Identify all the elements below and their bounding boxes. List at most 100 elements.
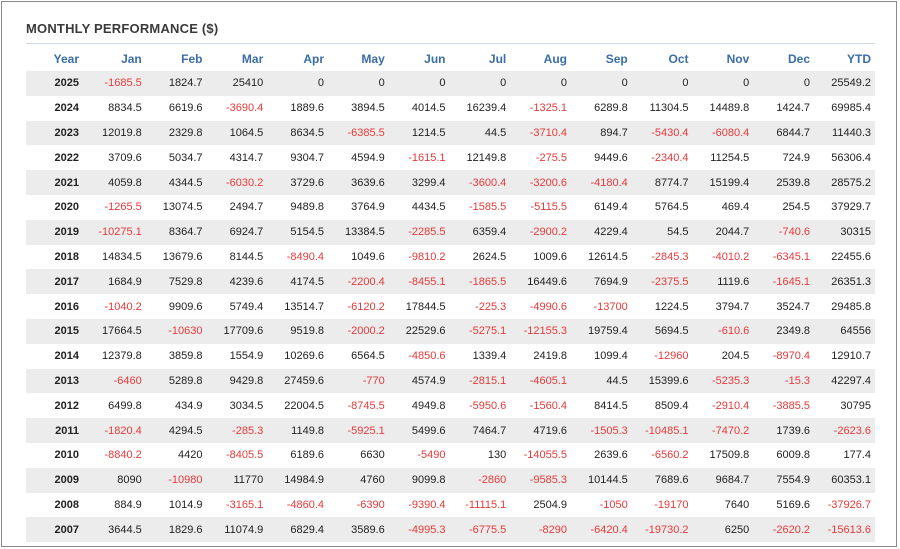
ytd-cell: -2623.6 — [814, 418, 875, 443]
ytd-cell: 11440.3 — [814, 120, 875, 146]
month-value-cell: 6564.5 — [328, 343, 389, 369]
month-value-cell: -9585.3 — [510, 467, 571, 493]
month-value-cell: 22529.6 — [388, 318, 450, 344]
month-value-cell: 130 — [449, 442, 511, 468]
table-row: 2024 8834.5 6619.6 -3690.4 1889.6 3894.5 4014.… — [26, 95, 875, 121]
month-value-cell: 4314.7 — [206, 145, 268, 171]
month-value-cell: 1099.4 — [571, 343, 632, 369]
month-value-cell: 3709.6 — [85, 145, 146, 171]
month-value-cell: -12155.3 — [510, 318, 571, 344]
month-value-cell: -1265.5 — [85, 194, 146, 220]
month-value-cell: 13514.7 — [267, 294, 328, 319]
month-value-cell: 3859.8 — [145, 343, 207, 369]
month-value-cell: 2044.7 — [692, 219, 754, 245]
month-value-cell: -8745.5 — [328, 393, 389, 419]
month-value-cell: -10980 — [145, 467, 207, 493]
month-value-cell: -5275.1 — [449, 318, 511, 344]
month-value-cell: 1049.6 — [328, 244, 389, 270]
column-header-ytd: YTD — [847, 52, 871, 66]
month-value-cell: -9390.4 — [388, 492, 450, 518]
month-value-cell: 8509.4 — [631, 393, 693, 419]
column-header-jan: Jan — [121, 52, 142, 66]
month-value-cell: 0 — [510, 71, 571, 96]
month-value-cell: 6499.8 — [85, 393, 146, 419]
month-value-cell: -2900.2 — [510, 219, 571, 245]
month-value-cell: 1214.5 — [388, 120, 450, 146]
ytd-cell: 42297.4 — [814, 368, 875, 394]
month-value-cell: 19759.4 — [571, 318, 632, 344]
month-value-cell: 3299.4 — [388, 170, 450, 195]
month-value-cell: -8455.1 — [388, 269, 450, 295]
month-value-cell: 9304.7 — [267, 145, 328, 171]
month-value-cell: -1560.4 — [510, 393, 571, 419]
month-value-cell: -6775.5 — [449, 517, 511, 543]
month-value-cell: 7694.9 — [571, 269, 632, 295]
month-value-cell: 5764.5 — [631, 194, 693, 220]
month-value-cell: 2639.6 — [571, 442, 632, 468]
month-value-cell: 6844.7 — [753, 120, 814, 146]
month-value-cell: -285.3 — [206, 418, 268, 443]
month-value-cell: -6420.4 — [571, 517, 632, 543]
table-row: 2009 8090 -10980 11770 14984.9 4760 9099.8 -286… — [26, 467, 875, 493]
month-value-cell: 1424.7 — [753, 95, 814, 121]
month-value-cell: 14984.9 — [267, 467, 328, 493]
month-value-cell: 7554.9 — [753, 467, 814, 493]
month-value-cell: 17709.6 — [206, 318, 268, 344]
month-value-cell: 5499.6 — [388, 418, 450, 443]
month-value-cell: 4760 — [328, 467, 389, 493]
month-value-cell: -6345.1 — [753, 244, 814, 270]
month-value-cell: 1064.5 — [206, 120, 268, 146]
month-value-cell: -2340.4 — [631, 145, 693, 171]
month-value-cell: 9099.8 — [388, 467, 450, 493]
table-row: 2019 -10275.1 8364.7 6924.7 5154.5 13384.5 -22… — [26, 219, 875, 245]
column-header-apr: Apr — [303, 52, 324, 66]
month-value-cell: -6560.2 — [631, 442, 693, 468]
month-value-cell: 15199.4 — [692, 170, 754, 195]
month-value-cell: 0 — [388, 71, 450, 96]
table-row: 2015 17664.5 -10630 17709.6 9519.8 -2000.2 225… — [26, 318, 875, 344]
month-value-cell: 4420 — [145, 442, 207, 468]
month-value-cell: 5169.6 — [753, 492, 814, 518]
month-value-cell: -6385.5 — [328, 120, 389, 146]
month-value-cell: -225.3 — [449, 294, 511, 319]
month-value-cell: -6030.2 — [206, 170, 268, 195]
month-value-cell: 6829.4 — [267, 517, 328, 543]
month-value-cell: 724.9 — [753, 145, 814, 171]
month-value-cell: -5115.5 — [510, 194, 571, 220]
month-value-cell: 15399.6 — [631, 368, 693, 394]
ytd-cell: 25549.2 — [814, 71, 875, 96]
month-value-cell: -5430.4 — [631, 120, 693, 146]
month-value-cell: 44.5 — [571, 368, 632, 394]
table-row: 2016 -1040.2 9909.6 5749.4 13514.7 -6120.2 178… — [26, 294, 875, 319]
month-value-cell: -1645.1 — [753, 269, 814, 295]
month-value-cell: 17664.5 — [85, 318, 146, 344]
month-value-cell: 12019.8 — [85, 120, 146, 146]
month-value-cell: -3710.4 — [510, 120, 571, 146]
table-row: 2007 3644.5 1829.6 11074.9 6829.4 3589.6 -4995… — [26, 517, 875, 543]
month-value-cell: 1824.7 — [145, 71, 207, 96]
ytd-cell: 29485.8 — [814, 294, 875, 319]
month-value-cell: 204.5 — [692, 343, 754, 369]
year-cell: 2014 — [26, 343, 85, 369]
month-value-cell: 54.5 — [631, 219, 693, 245]
ytd-cell: -37926.7 — [814, 492, 875, 518]
month-value-cell: 11770 — [206, 467, 268, 493]
month-value-cell: -6390 — [328, 492, 389, 518]
month-value-cell: -3690.4 — [206, 95, 268, 121]
year-cell: 2023 — [26, 120, 85, 146]
month-value-cell: -6460 — [85, 368, 146, 394]
month-value-cell: 1149.8 — [267, 418, 328, 443]
month-value-cell: 10269.6 — [267, 343, 328, 369]
month-value-cell: 12149.8 — [449, 145, 511, 171]
month-value-cell: 894.7 — [571, 120, 632, 146]
month-value-cell: 3794.7 — [692, 294, 754, 319]
month-value-cell: 1889.6 — [267, 95, 328, 121]
ytd-cell: 12910.7 — [814, 343, 875, 369]
month-value-cell: 17509.8 — [692, 442, 754, 468]
month-value-cell: 8144.5 — [206, 244, 268, 270]
month-value-cell: 0 — [571, 71, 632, 96]
month-value-cell: 1119.6 — [692, 269, 754, 295]
month-value-cell: -4605.1 — [510, 368, 571, 394]
month-value-cell: 13384.5 — [328, 219, 389, 245]
month-value-cell: 10144.5 — [571, 467, 632, 493]
